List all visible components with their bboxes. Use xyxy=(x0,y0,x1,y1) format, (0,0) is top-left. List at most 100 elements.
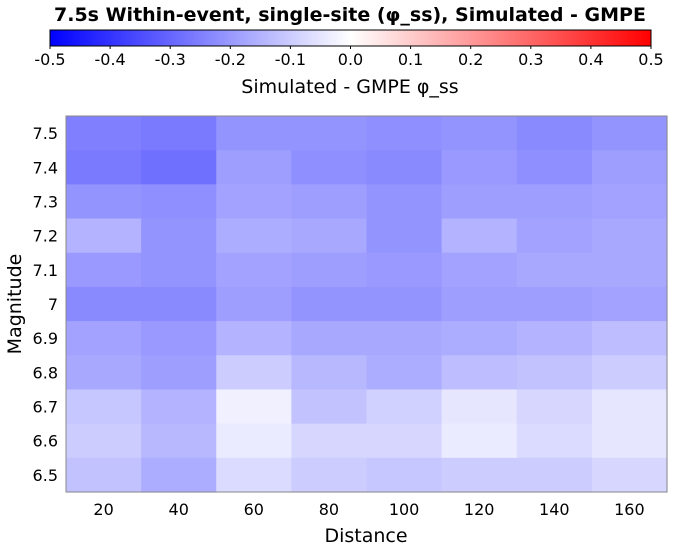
heatmap-cell xyxy=(291,150,368,185)
y-tick-label: 7 xyxy=(48,295,58,314)
heatmap-cell xyxy=(591,184,668,220)
heatmap-cell xyxy=(366,457,443,493)
heatmap-cell xyxy=(216,286,292,322)
heatmap-cell xyxy=(66,150,142,185)
heatmap-cell xyxy=(516,218,593,254)
colorbar-label: Simulated - GMPE φ_ss xyxy=(241,76,458,98)
colorbar-tick-label: -0.2 xyxy=(215,50,246,69)
x-axis-label: Distance xyxy=(324,525,407,547)
heatmap-cell xyxy=(366,218,443,254)
heatmap-cell xyxy=(441,355,518,391)
heatmap-cell xyxy=(291,355,368,391)
heatmap-cell xyxy=(141,184,217,220)
colorbar-tick-label: 0.0 xyxy=(338,50,363,69)
heatmap-cell xyxy=(366,389,443,425)
heatmap-cell xyxy=(66,457,142,493)
heatmap-cell xyxy=(516,116,593,151)
heatmap-cell xyxy=(591,355,668,391)
heatmap-cell xyxy=(141,355,217,391)
colorbar-tick-label: 0.5 xyxy=(638,50,663,69)
heatmap-cell xyxy=(291,116,368,151)
heatmap-cell xyxy=(441,423,518,459)
y-tick-label: 6.9 xyxy=(33,329,58,348)
heatmap-cell xyxy=(366,423,443,459)
heatmap-cell xyxy=(141,286,217,322)
y-tick-label: 6.5 xyxy=(33,466,58,485)
heatmap-cell xyxy=(366,116,443,151)
y-tick-label: 7.4 xyxy=(33,158,58,177)
colorbar-tick-label: -0.4 xyxy=(94,50,125,69)
colorbar-tick-label: -0.3 xyxy=(155,50,186,69)
heatmap-cell xyxy=(516,184,593,220)
heatmap-cell xyxy=(141,423,217,459)
heatmap-cell xyxy=(591,321,668,356)
colorbar-tick-label: -0.1 xyxy=(275,50,306,69)
heatmap-cell xyxy=(441,457,518,493)
heatmap-cell xyxy=(591,150,668,185)
heatmap-cell xyxy=(516,457,593,493)
heatmap-cell xyxy=(366,321,443,356)
colorbar xyxy=(49,29,652,47)
plot-frame xyxy=(65,115,668,493)
y-axis-ticks: 7.5 7.4 7.3 7.2 7.1 7 6.9 6.8 6.7 6.6 6.5 xyxy=(33,124,58,485)
heatmap-cell xyxy=(216,389,292,425)
heatmap-cell xyxy=(291,423,368,459)
colorbar-tick-label: 0.2 xyxy=(458,50,483,69)
heatmap-cell xyxy=(516,423,593,459)
y-tick-label: 6.8 xyxy=(33,363,58,382)
heatmap-cell xyxy=(441,252,518,288)
heatmap-cell xyxy=(291,457,368,493)
heatmap-cell xyxy=(216,184,292,220)
heatmap-cell xyxy=(141,116,217,151)
heatmap-cell xyxy=(141,218,217,254)
heatmap-cell xyxy=(291,286,368,322)
heatmap-cell xyxy=(591,389,668,425)
heatmap-cell xyxy=(291,389,368,425)
y-tick-label: 6.6 xyxy=(33,432,58,451)
heatmap-cell xyxy=(441,150,518,185)
heatmap-cell xyxy=(516,389,593,425)
heatmap-cell xyxy=(291,184,368,220)
heatmap-cell xyxy=(141,389,217,425)
colorbar-tick-label: 0.1 xyxy=(398,50,423,69)
heatmap-cell xyxy=(66,321,142,356)
heatmap-cell xyxy=(591,423,668,459)
heatmap-cells xyxy=(66,116,668,493)
heatmap-cell xyxy=(216,218,292,254)
heatmap-cell xyxy=(441,321,518,356)
x-tick-label: 120 xyxy=(464,500,495,519)
x-tick-label: 160 xyxy=(614,500,645,519)
heatmap-cell xyxy=(66,184,142,220)
heatmap-cell xyxy=(366,252,443,288)
x-tick-label: 100 xyxy=(389,500,420,519)
y-tick-label: 7.5 xyxy=(33,124,58,143)
heatmap-cell xyxy=(66,286,142,322)
heatmap-cell xyxy=(591,457,668,493)
heatmap-cell xyxy=(516,286,593,322)
heatmap-cell xyxy=(441,389,518,425)
heatmap-cell xyxy=(516,150,593,185)
colorbar-tick-label: 0.4 xyxy=(578,50,603,69)
heatmap-cell xyxy=(141,321,217,356)
heatmap-cell xyxy=(291,218,368,254)
heatmap-cell xyxy=(441,286,518,322)
x-tick-label: 80 xyxy=(319,500,339,519)
heatmap-cell xyxy=(291,321,368,356)
heatmap-cell xyxy=(216,355,292,391)
heatmap-cell xyxy=(216,457,292,493)
heatmap-cell xyxy=(66,252,142,288)
x-axis-ticks: 20 40 60 80 100 120 140 160 xyxy=(93,500,644,519)
heatmap-cell xyxy=(591,286,668,322)
y-tick-label: 6.7 xyxy=(33,398,58,417)
heatmap-cell xyxy=(591,252,668,288)
heatmap-cell xyxy=(366,150,443,185)
heatmap-cell xyxy=(366,286,443,322)
x-tick-label: 20 xyxy=(93,500,113,519)
heatmap-cell xyxy=(441,116,518,151)
heatmap-cell xyxy=(141,150,217,185)
y-axis-label: Magnitude xyxy=(4,254,26,355)
heatmap-cell xyxy=(141,457,217,493)
heatmap-cell xyxy=(216,116,292,151)
heatmap-cell xyxy=(66,389,142,425)
